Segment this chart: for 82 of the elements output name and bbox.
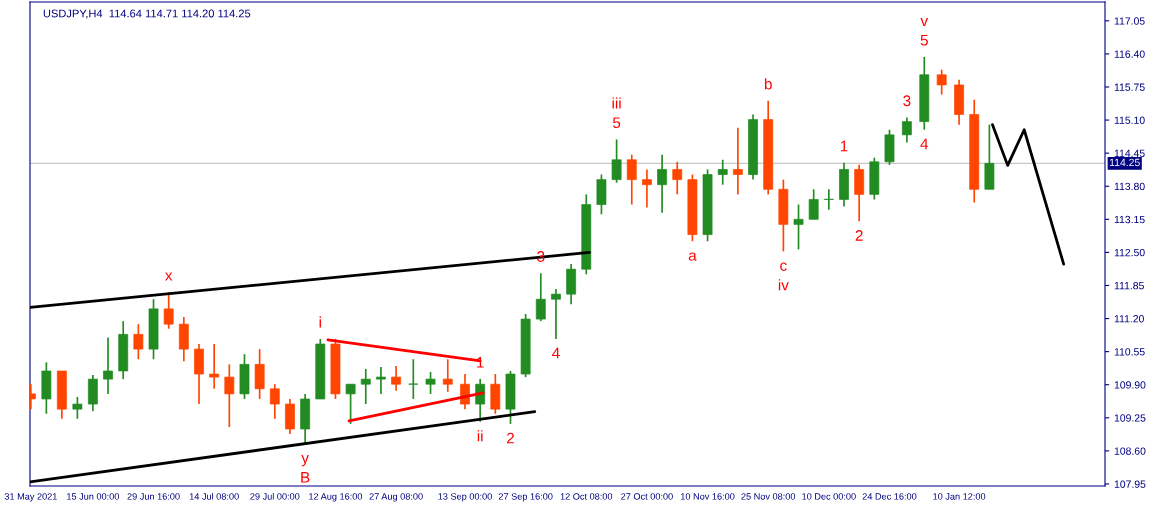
candlestick <box>901 116 912 144</box>
x-tick-label: 10 Nov 16:00 <box>681 493 735 500</box>
candlestick <box>72 396 83 420</box>
annotation: x <box>165 272 173 281</box>
annotation: ii <box>477 430 483 442</box>
annotation: 4 <box>920 138 929 150</box>
candlestick <box>732 126 743 196</box>
x-tick-label: 14 Jul 08:00 <box>189 492 239 500</box>
x-tick-label: 12 Aug 16:00 <box>309 493 363 502</box>
candlestick <box>345 383 356 425</box>
y-tick-label: 109.25 <box>1114 414 1146 422</box>
x-tick-label: 29 Jun 16:00 <box>127 493 180 500</box>
annotation: b <box>764 78 772 90</box>
x-tick-label: 24 Dec 16:00 <box>862 493 917 500</box>
candlestick <box>657 153 667 214</box>
annotation: 3 <box>537 251 545 262</box>
candlestick <box>642 168 652 209</box>
y-tick-label: 115.75 <box>1114 83 1145 91</box>
annotation: iv <box>778 279 789 291</box>
candlestick <box>535 272 546 322</box>
candlestick <box>626 153 637 206</box>
candlestick <box>793 203 804 251</box>
y-tick-label: 108.60 <box>1114 447 1146 455</box>
x-tick-label: 15 Jun 00:00 <box>67 493 120 500</box>
x-tick-label: 12 Oct 08:00 <box>560 493 613 500</box>
y-tick-label: 112.50 <box>1114 248 1145 257</box>
line-series <box>991 123 1066 266</box>
candlestick <box>360 368 371 405</box>
candlestick <box>717 158 728 186</box>
x-tick-label: 29 Jul 00:00 <box>250 492 300 500</box>
x-tick-label: 27 Aug 08:00 <box>369 493 423 502</box>
candlestick <box>936 68 947 96</box>
y-tick-label: 113.15 <box>1114 215 1145 224</box>
annotation: B <box>301 472 310 483</box>
candlestick <box>103 336 113 395</box>
candlestick <box>224 363 235 428</box>
annotation: 2 <box>855 230 863 241</box>
x-tick-label: 27 Sep 16:00 <box>498 493 553 502</box>
annotation: c <box>780 262 787 271</box>
y-tick-label: 111.20 <box>1114 315 1144 323</box>
candlestick <box>611 138 622 184</box>
y-tick-label: 110.55 <box>1114 348 1145 356</box>
y-tick-label: 115.10 <box>1114 116 1145 124</box>
candlestick <box>551 288 561 340</box>
x-tick-label: 31 May 2021 <box>4 493 57 502</box>
y-tick-label: 117.05 <box>1114 17 1145 25</box>
ref-line-label: 114.25 <box>1109 158 1140 167</box>
y-tick-label: 107.95 <box>1114 480 1146 488</box>
y-tick-label: 109.90 <box>1114 381 1146 389</box>
x-tick-label: 13 Sep 00:00 <box>438 493 492 502</box>
annotation: 4 <box>552 347 560 359</box>
annotation: a <box>688 252 697 261</box>
x-tick-label: 25 Nov 08:00 <box>741 493 796 500</box>
candlestick <box>475 378 486 423</box>
annotation: 2 <box>507 432 514 444</box>
candlestick <box>672 160 683 196</box>
x-tick-label: 10 Jan 12:00 <box>933 493 986 500</box>
annotation: 1 <box>840 140 848 152</box>
annotation: iii <box>612 97 621 109</box>
annotation: v <box>920 17 929 27</box>
candlestick <box>269 383 280 420</box>
candlestick <box>808 188 819 221</box>
candlestick <box>823 188 834 211</box>
candlestick <box>391 365 401 392</box>
candlestick <box>376 366 386 395</box>
annotation: i <box>319 316 321 328</box>
y-tick-label: 116.40 <box>1114 50 1145 58</box>
text: USDJPY,H4 114.64 114.71 114.20 114.25 <box>43 9 251 19</box>
annotation: 5 <box>612 117 621 129</box>
candlestick <box>425 371 436 395</box>
candlestick <box>209 343 220 390</box>
candlestick <box>408 358 419 400</box>
y-tick-label: 113.80 <box>1114 182 1145 191</box>
y-tick-label: 111.85 <box>1114 281 1144 290</box>
annotation: 3 <box>903 95 911 107</box>
annotation: 5 <box>920 34 928 46</box>
candlestick <box>133 323 144 361</box>
y-tick-label: 114.45 <box>1114 149 1145 158</box>
candlestick <box>442 358 453 393</box>
x-tick-label: 10 Dec 00:00 <box>802 493 856 500</box>
x-tick-label: 27 Oct 00:00 <box>621 493 673 500</box>
annotation: y <box>301 455 309 467</box>
